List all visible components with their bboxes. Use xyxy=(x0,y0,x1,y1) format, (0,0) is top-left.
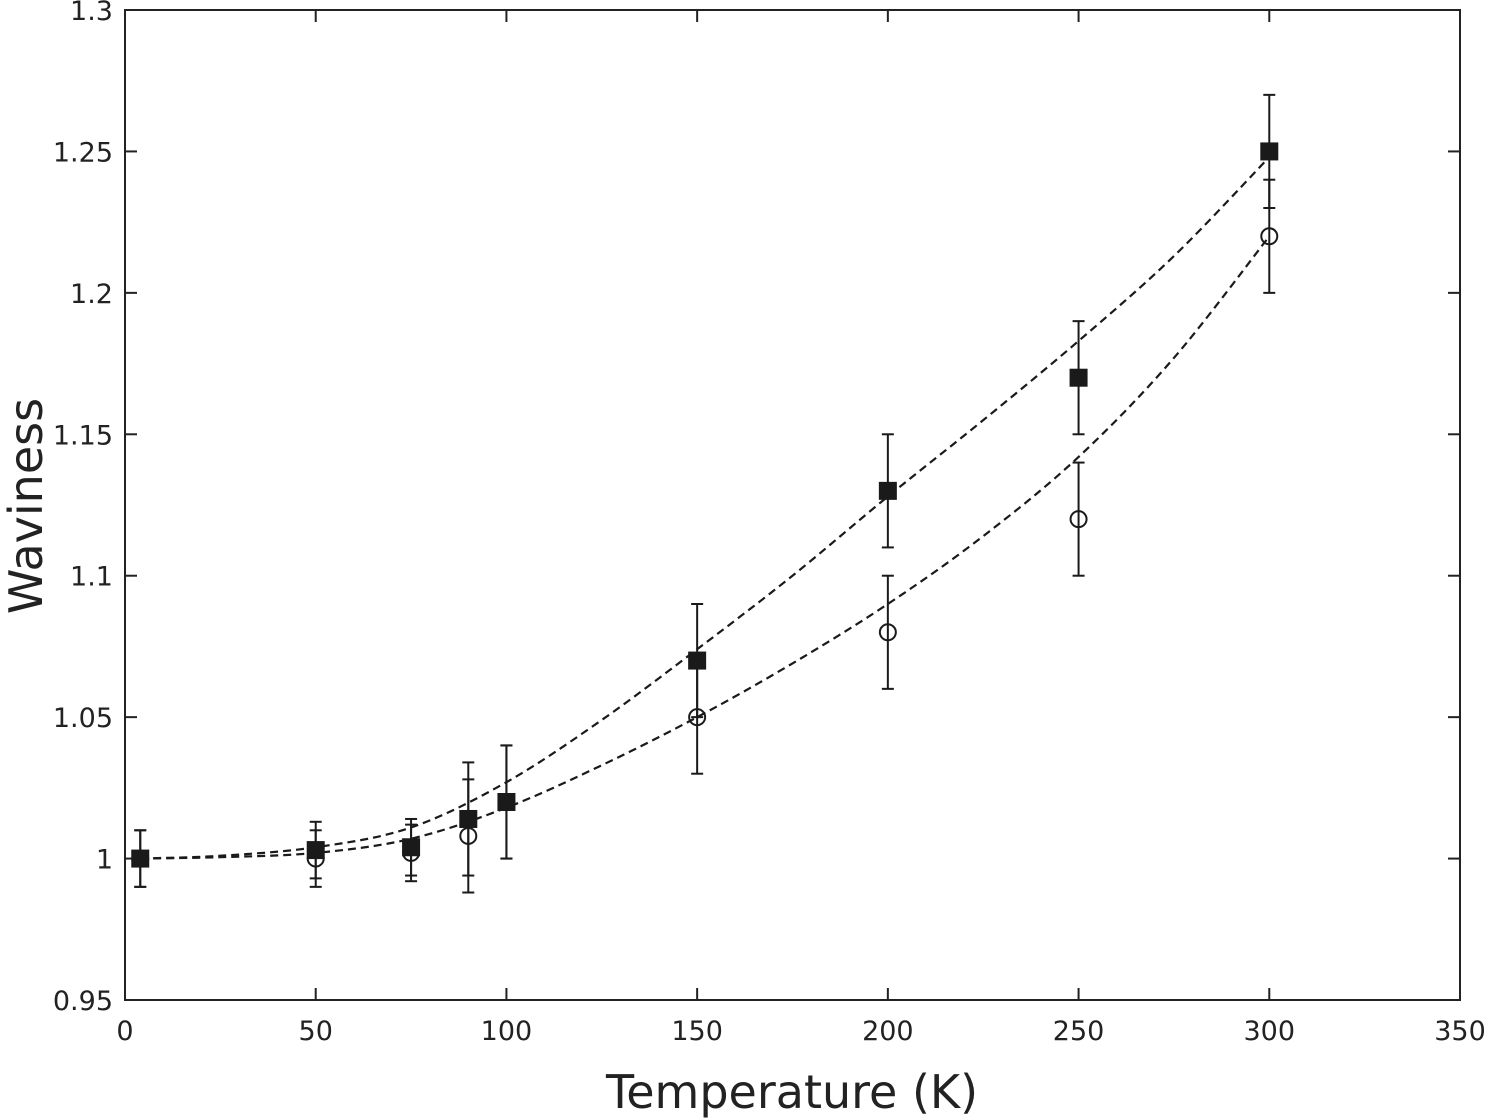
plot-area xyxy=(124,9,1461,1001)
y-tick-label: 1 xyxy=(96,845,113,876)
y-axis-label: Waviness xyxy=(0,398,53,614)
square-marker xyxy=(402,838,421,857)
square-marker xyxy=(1069,368,1088,387)
y-tick-label: 1.15 xyxy=(53,420,113,451)
data-markers xyxy=(131,142,1279,868)
circle-marker xyxy=(688,708,707,727)
x-tick-label: 50 xyxy=(299,1016,333,1047)
square-marker xyxy=(1260,142,1279,161)
y-tick-label: 1.05 xyxy=(53,703,113,734)
x-tick-label: 100 xyxy=(481,1016,533,1047)
square-marker xyxy=(459,809,478,828)
x-tick-label: 350 xyxy=(1434,1016,1486,1047)
axis-ticks: 0 50 100 150 200 250 300 350 0.95 1 1.05 1.1 1.15 1.2… xyxy=(53,0,1486,1047)
square-marker xyxy=(497,793,516,811)
y-tick-label: 0.95 xyxy=(53,986,113,1017)
x-tick-label: 250 xyxy=(1053,1016,1105,1047)
fit-curve-1 xyxy=(140,156,1271,860)
circle-marker xyxy=(1260,227,1279,246)
y-tick-label: 1.3 xyxy=(70,0,113,27)
axes-frame xyxy=(124,9,1461,1001)
square-marker xyxy=(688,651,707,670)
square-marker xyxy=(131,849,150,868)
fit-curve-2 xyxy=(140,235,1271,860)
x-axis-label: Temperature (K) xyxy=(605,1065,978,1118)
x-tick-label: 200 xyxy=(862,1016,914,1047)
fit-curves xyxy=(140,156,1271,860)
square-marker xyxy=(306,841,325,860)
y-tick-label: 1.1 xyxy=(70,562,113,593)
circle-marker xyxy=(878,623,897,642)
x-tick-label: 150 xyxy=(671,1016,723,1047)
circle-marker xyxy=(1069,510,1088,529)
x-tick-label: 0 xyxy=(116,1016,133,1047)
error-bars xyxy=(134,93,1276,894)
square-marker xyxy=(878,481,897,500)
x-tick-label: 300 xyxy=(1244,1016,1296,1047)
y-tick-label: 1.25 xyxy=(53,137,113,168)
y-tick-label: 1.2 xyxy=(70,279,113,310)
